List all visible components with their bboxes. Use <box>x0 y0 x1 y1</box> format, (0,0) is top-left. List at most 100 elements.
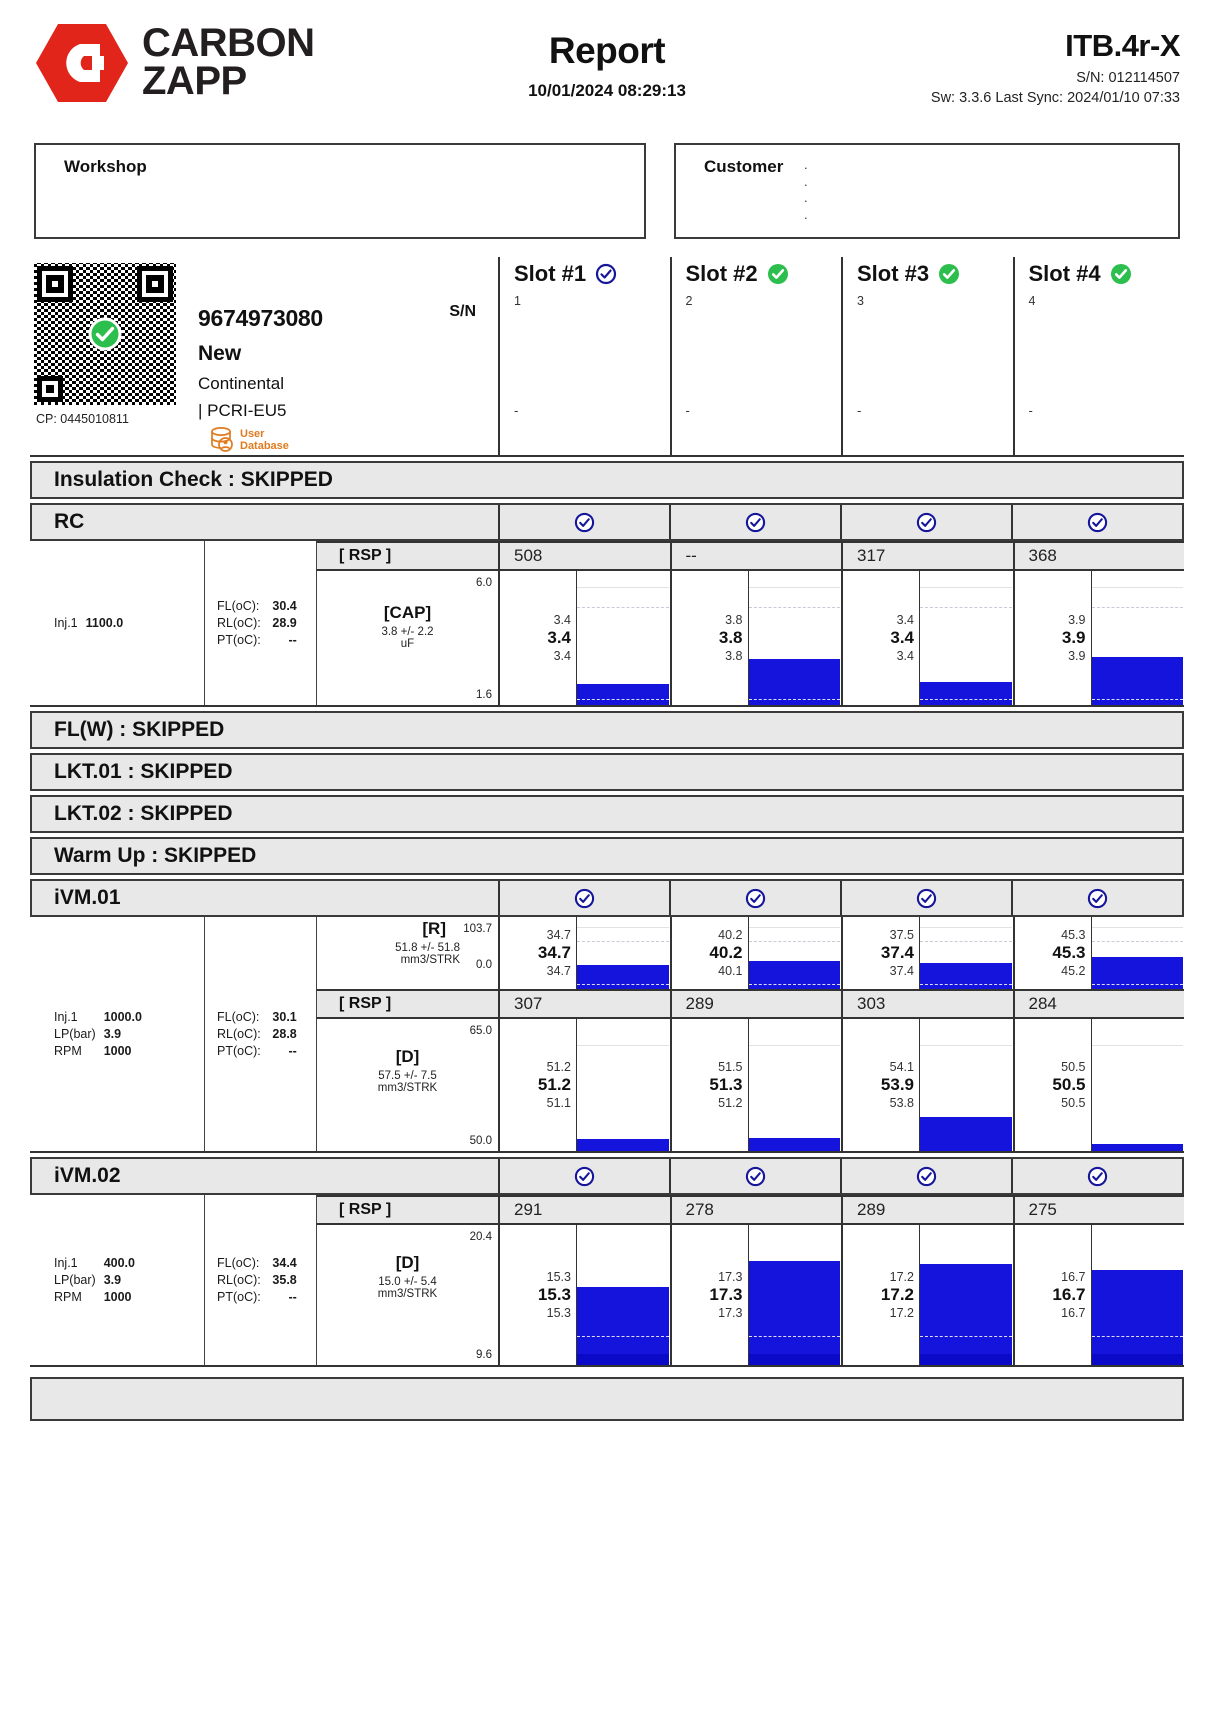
carbon-zapp-logo: CARBON ZAPP <box>34 22 315 104</box>
ivm02-d-plot-4 <box>1090 1225 1183 1365</box>
slot-header-2[interactable]: Slot #2 2 - <box>669 257 842 455</box>
slot-header-4[interactable]: Slot #4 4 - <box>1012 257 1185 455</box>
ivm02-d-nums-2: 17.3 17.3 17.3 <box>672 1225 748 1365</box>
ivm02-meta-v-2: 1000 <box>103 1289 132 1304</box>
ivm01-r-name: [R] <box>422 919 446 938</box>
rc-cap-avg-4: 3.9 <box>1061 628 1086 647</box>
ivm01-meta-k-1: LP(bar) <box>54 1026 96 1041</box>
check-circle-outline-icon <box>745 512 766 532</box>
ivm02-meta: Inj.1 400.0 LP(bar) 3.9 RPM 1000 <box>30 1195 204 1365</box>
ivm02-status-slot-4 <box>1011 1159 1182 1193</box>
part-brand: Continental <box>198 374 285 393</box>
rc-test-column: [ RSP ] 508 -- 317 368 6.0 [CAP] <box>316 541 1184 705</box>
rc-status-slot-2 <box>669 505 840 539</box>
ivm01-d-min-3: 53.8 <box>889 1096 914 1110</box>
ivm02-d-nums-1: 15.3 15.3 15.3 <box>500 1225 576 1365</box>
rc-temp-v-0: 30.4 <box>272 598 297 613</box>
ivm01-rsp-value-3: 303 <box>841 989 1013 1019</box>
ivm01-d-plot-2 <box>747 1019 840 1151</box>
slot-header-1[interactable]: Slot #1 1 - <box>498 257 670 455</box>
section-banner-warmup: Warm Up : SKIPPED <box>30 837 1184 875</box>
rc-rsp-label: [ RSP ] <box>339 547 392 564</box>
workshop-box[interactable]: Workshop <box>34 143 646 239</box>
section-title-ivm01: iVM.01 <box>54 886 121 909</box>
ivm02-temp-k-2: PT(oC): <box>217 1289 261 1304</box>
ivm01-meta-k-2: RPM <box>54 1043 82 1058</box>
rc-cap-max-1: 3.4 <box>553 613 571 627</box>
ivm01-rsp-label-cell: [ RSP ] <box>316 989 498 1019</box>
part-details: 9674973080 New Continental | PCRI-EU5 <box>198 263 498 453</box>
table-row: FL(oC): 30.4 <box>217 599 302 614</box>
logo-line-2: ZAPP <box>142 59 247 103</box>
ivm02-rsp-label-cell: [ RSP ] <box>316 1195 498 1225</box>
ivm01-r-nums-4: 45.3 45.3 45.2 <box>1015 917 1091 989</box>
user-database-text: User Database <box>240 428 289 452</box>
ivm01-rsp-label: [ RSP ] <box>339 995 392 1012</box>
device-model: ITB.4r-X <box>1065 28 1180 63</box>
ivm01-d-slot-2: 51.5 51.3 51.2 <box>669 1019 842 1151</box>
ivm02-rsp-strip: [ RSP ] 291 278 289 275 <box>316 1195 1184 1225</box>
check-circle-outline-icon <box>574 888 595 908</box>
ivm01-r-nums-2: 40.2 40.2 40.1 <box>672 917 748 989</box>
ivm02-status-slot-2 <box>669 1159 840 1193</box>
customer-dots: .... <box>804 157 808 222</box>
table-row: RPM 1000 <box>54 1044 148 1059</box>
section-banner-lkt02: LKT.02 : SKIPPED <box>30 795 1184 833</box>
rc-cap-avg-1: 3.4 <box>547 628 571 647</box>
check-circle-outline-icon <box>745 1166 766 1186</box>
check-circle-filled-icon <box>767 264 788 284</box>
ivm01-d-name: [D] <box>395 1047 420 1066</box>
ivm02-temp-v-2: -- <box>288 1289 297 1304</box>
ivm01-r-min-3: 37.4 <box>889 964 914 978</box>
ivm02-temp-v-1: 35.8 <box>272 1272 297 1287</box>
ivm01-r-max-4: 45.3 <box>1061 928 1086 942</box>
ivm01-d-min-4: 50.5 <box>1061 1096 1086 1110</box>
rc-temp-k-1: RL(oC): <box>217 615 261 630</box>
section-banner-ivm01: iVM.01 <box>30 879 1184 917</box>
user-database-line1: User <box>240 428 265 440</box>
ivm01-d-slot-3: 54.1 53.9 53.8 <box>841 1019 1013 1151</box>
ivm01-r-tolerance: 51.8 +/- 51.8 <box>395 942 460 954</box>
device-block: ITB.4r-X S/N: 012114507 Sw: 3.3.6 Last S… <box>931 28 1181 106</box>
rc-temp-v-2: -- <box>288 632 297 647</box>
ivm02-d-slot-3: 17.2 17.2 17.2 <box>841 1225 1013 1365</box>
ivm01-d-avg-3: 53.9 <box>880 1075 914 1094</box>
ivm02-meta-k-0: Inj.1 <box>54 1255 78 1270</box>
ivm02-temps: FL(oC): 34.4 RL(oC): 35.8 PT(oC): -- <box>204 1195 316 1365</box>
ivm01-d-axis-bottom: 50.0 <box>469 1135 492 1147</box>
rc-meta-table: Inj.1 1100.0 <box>52 614 131 633</box>
workshop-customer-row: Workshop Customer .... <box>34 143 1180 239</box>
ivm02-d-slot-1: 15.3 15.3 15.3 <box>498 1225 670 1365</box>
ivm02-rsp-value-4: 275 <box>1012 1195 1184 1225</box>
ivm02-d-min-2: 17.3 <box>718 1306 743 1320</box>
check-circle-outline-icon <box>1087 888 1108 908</box>
qr-status-check-icon <box>88 317 122 351</box>
rc-cap-plot-1 <box>576 571 669 705</box>
ivm01-r-min-4: 45.2 <box>1061 964 1086 978</box>
ivm02-d-avg-2: 17.3 <box>709 1285 743 1304</box>
ivm01-temp-k-2: PT(oC): <box>217 1043 261 1058</box>
slot-title-3: Slot #3 <box>857 261 930 286</box>
device-serial: S/N: 012114507 <box>1076 70 1180 86</box>
table-row: PT(oC): -- <box>217 1290 302 1305</box>
check-circle-outline-icon <box>745 888 766 908</box>
check-circle-outline-icon <box>574 512 595 532</box>
check-circle-outline-icon <box>1087 512 1108 532</box>
ivm01-r-plot-1 <box>576 917 669 989</box>
ivm01-r-unit: mm3/STRK <box>400 954 460 966</box>
rc-status-slot-3 <box>840 505 1011 539</box>
slot-header-3[interactable]: Slot #3 3 - <box>841 257 1013 455</box>
ivm01-r-nums-1: 34.7 34.7 34.7 <box>500 917 576 989</box>
rc-rsp-label-cell: [ RSP ] <box>316 541 498 571</box>
table-row: LP(bar) 3.9 <box>54 1273 141 1288</box>
ivm02-d-avg-4: 16.7 <box>1052 1285 1086 1304</box>
ivm01-r-slot-3: 37.5 37.4 37.4 <box>841 917 1013 989</box>
rc-rsp-value-2: -- <box>669 541 841 571</box>
qr-finder-bottom-left <box>37 376 63 402</box>
section-banner-insulation: Insulation Check : SKIPPED <box>30 461 1184 499</box>
ivm01-d-slot-4: 50.5 50.5 50.5 <box>1012 1019 1185 1151</box>
customer-box[interactable]: Customer .... <box>674 143 1180 239</box>
logo-wordmark: CARBON ZAPP <box>142 23 315 103</box>
ivm01-r-plot-3 <box>919 917 1012 989</box>
ivm01-meta: Inj.1 1000.0 LP(bar) 3.9 RPM 1000 <box>30 917 204 1151</box>
